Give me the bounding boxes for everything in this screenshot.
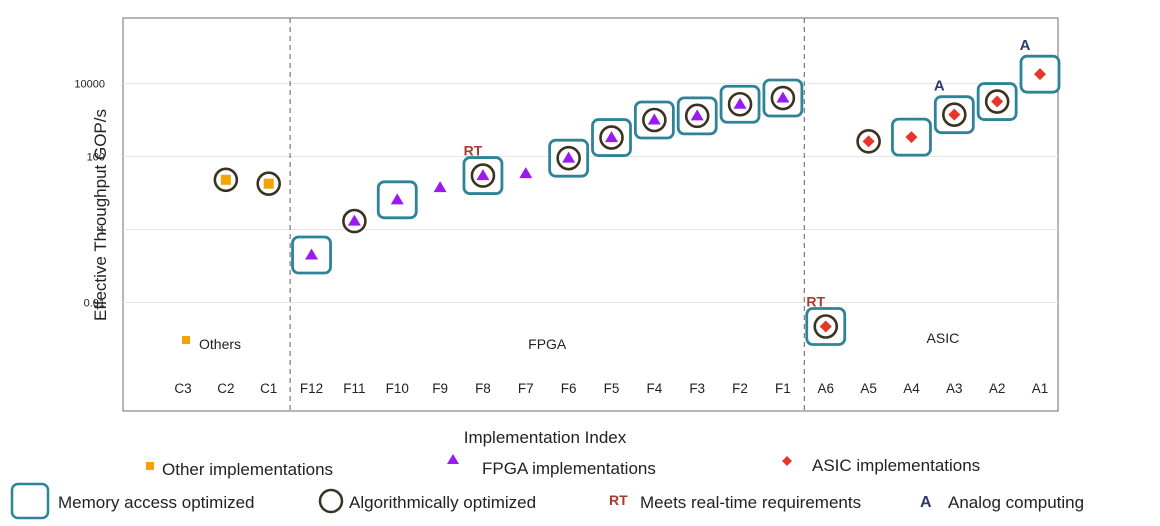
x-axis-label: Implementation Index <box>464 428 627 447</box>
gridlines <box>123 83 1058 303</box>
legend: Other implementations FPGA implementatio… <box>10 454 1084 520</box>
asic-point <box>862 135 875 148</box>
legend-algo-circle-icon <box>318 488 344 514</box>
analog-annotation: A <box>1020 37 1031 54</box>
legend-rt-label: Meets real-time requirements <box>640 493 861 512</box>
legend-memory-box-icon <box>10 482 50 520</box>
group-labels: Others FPGA ASIC <box>182 330 959 352</box>
x-tick-label: F4 <box>646 381 662 396</box>
x-tick-label: A3 <box>946 381 963 396</box>
x-tick-label: A2 <box>989 381 1006 396</box>
x-tick-label: F7 <box>518 381 534 396</box>
x-tick-label: F8 <box>475 381 491 396</box>
x-tick-label: F2 <box>732 381 748 396</box>
x-tick-labels: C3 C2 C1 F12 F11 F10 F9 F8 F7 F6 F5 F4 F3 F2 F1 A6 A5 A4 A… <box>174 381 1048 396</box>
x-tick-label: A4 <box>903 381 920 396</box>
other-point <box>220 174 231 185</box>
data-points: RT RT A A <box>213 37 1061 346</box>
x-tick-label: F5 <box>604 381 620 396</box>
group-dividers <box>289 18 805 411</box>
fpga-point <box>347 214 361 226</box>
analog-annotation: A <box>934 78 945 95</box>
legend-algo-label: Algorithmically optimized <box>349 493 536 512</box>
others-marker-icon <box>182 336 190 344</box>
y-tick-label: 10000 <box>74 79 105 91</box>
plot-frame <box>122 17 1059 412</box>
fpga-point <box>647 113 661 125</box>
x-tick-label: F12 <box>300 381 323 396</box>
x-tick-label: C1 <box>260 381 277 396</box>
fpga-point <box>305 248 319 260</box>
legend-fpga-label: FPGA implementations <box>482 459 656 478</box>
legend-rt-symbol: RT <box>609 492 628 508</box>
legend-analog-label: Analog computing <box>948 493 1084 512</box>
x-tick-label: F6 <box>561 381 577 396</box>
asic-point <box>948 108 961 121</box>
x-tick-label: A5 <box>860 381 877 396</box>
asic-point <box>819 320 832 333</box>
x-tick-label: A6 <box>817 381 834 396</box>
y-tick-labels: 0.01 1 100 10000 <box>74 79 105 310</box>
legend-other-square-icon <box>146 462 154 470</box>
fpga-point <box>605 131 618 143</box>
fpga-point <box>433 181 447 193</box>
group-label: Others <box>199 336 241 352</box>
x-tick-label: A1 <box>1032 381 1049 396</box>
fpga-point <box>519 167 533 179</box>
legend-asic-diamond-icon <box>782 456 792 466</box>
x-tick-label: C2 <box>217 381 234 396</box>
legend-analog-symbol: A <box>920 494 932 511</box>
fpga-point <box>390 193 404 205</box>
rt-annotation: RT <box>464 143 483 159</box>
y-axis-label: Effective Throughput GOP/s <box>91 109 110 321</box>
group-label: FPGA <box>528 336 567 352</box>
x-tick-label: C3 <box>174 381 191 396</box>
asic-point <box>1034 68 1046 81</box>
legend-asic-label: ASIC implementations <box>812 456 980 475</box>
asic-point <box>991 95 1004 108</box>
rt-annotation: RT <box>806 294 825 310</box>
x-tick-label: F11 <box>343 381 365 396</box>
fpga-point <box>776 91 790 103</box>
x-tick-label: F3 <box>689 381 705 396</box>
fpga-point <box>733 97 747 109</box>
x-tick-label: F1 <box>775 381 791 396</box>
fpga-point <box>476 169 490 181</box>
legend-other-label: Other implementations <box>162 460 333 479</box>
legend-memory-label: Memory access optimized <box>58 493 255 512</box>
x-tick-label: F9 <box>432 381 448 396</box>
legend-fpga-triangle-icon <box>447 454 459 464</box>
asic-point <box>905 131 918 144</box>
x-tick-label: F10 <box>386 381 409 396</box>
y-tick-label: 0.01 <box>84 298 105 310</box>
other-point <box>263 178 274 189</box>
y-tick-label: 100 <box>87 152 105 164</box>
fpga-point <box>690 109 704 121</box>
group-label: ASIC <box>927 330 960 346</box>
y-tick-label: 1 <box>99 225 105 237</box>
fpga-point <box>562 151 576 163</box>
